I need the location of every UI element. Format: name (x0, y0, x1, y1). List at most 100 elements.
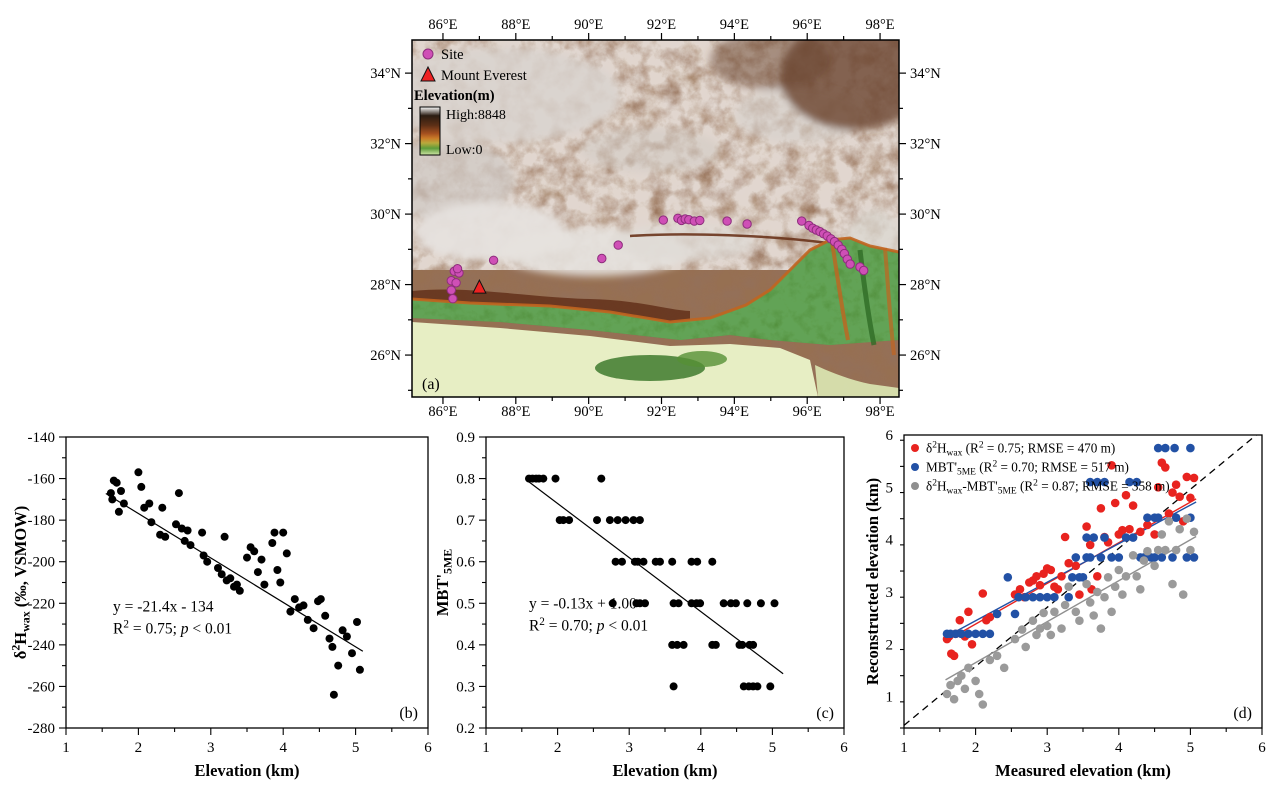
data-point-dD_wax (220, 532, 229, 541)
data-point-combined (1010, 634, 1020, 644)
map-lon-label-bottom: 96°E (793, 404, 822, 420)
legend-marker (911, 444, 919, 452)
data-point-combined (1021, 642, 1030, 652)
y-tick-label: 0.2 (456, 721, 475, 737)
map-site-marker (845, 259, 855, 269)
data-point-d2H_wax (1150, 530, 1159, 539)
map-lon-label-bottom: 90°E (574, 404, 603, 420)
y-axis-title: δ2Hwax (‰, VSMOW) (10, 506, 33, 659)
x-tick-label: 1 (62, 740, 70, 756)
data-point-MBT5ME (674, 599, 683, 608)
data-point-d2H_wax (1057, 572, 1066, 581)
x-tick-label: 6 (424, 740, 432, 756)
legend-site-label: Site (441, 47, 464, 63)
data-point-combined (1168, 579, 1177, 589)
data-point-combined (1107, 607, 1116, 617)
annotation-line: y = -21.4x - 134 (113, 599, 214, 616)
data-point-MBT_5ME (1128, 533, 1138, 542)
panel-label-b: (b) (399, 705, 418, 722)
data-point-d2H_wax (1143, 520, 1152, 530)
data-point-d2H_wax (1153, 483, 1163, 492)
y-tick-label: 0.5 (456, 596, 475, 612)
data-point-dD_wax (316, 595, 325, 604)
data-point-dD_wax (279, 528, 288, 537)
panel-label-c: (c) (816, 705, 834, 722)
data-point-combined (1153, 545, 1163, 555)
data-point-dD_wax (290, 595, 299, 604)
everest-marker (472, 278, 487, 294)
data-point-combined (960, 684, 970, 694)
map-site-marker (859, 265, 869, 276)
map-lat-label-right: 28°N (910, 278, 941, 294)
data-point-MBT5ME (597, 474, 606, 483)
map-legend: Site Mount Everest Elevation(m) High:8848 Lo… (414, 47, 527, 158)
x-tick-label: 4 (1115, 740, 1123, 756)
plot-frame (485, 436, 845, 729)
plot-frame (903, 434, 1263, 729)
data-point-combined (1017, 625, 1027, 634)
x-axis-title: Elevation (km) (613, 761, 718, 780)
data-point-MBT5ME (766, 682, 775, 691)
map-site-marker (451, 278, 461, 288)
x-tick-label: 3 (207, 740, 215, 756)
data-point-combined (1057, 624, 1066, 633)
x-axis-title: Elevation (km) (195, 761, 300, 780)
data-point-combined (1136, 585, 1145, 594)
data-point-MBT_5ME (1114, 553, 1124, 562)
data-point-MBT5ME (719, 599, 728, 608)
data-point-dD_wax (325, 634, 334, 643)
data-point-combined (978, 700, 988, 709)
data-point-combined (942, 689, 952, 699)
data-point-MBT_5ME (1064, 592, 1073, 602)
data-point-combined (1178, 590, 1188, 599)
map-lat-label-left: 30°N (370, 207, 401, 223)
data-point-MBT5ME (770, 599, 779, 608)
y-tick-label: -140 (28, 430, 56, 446)
map-site-marker (597, 253, 607, 264)
data-point-combined (1110, 582, 1120, 591)
data-point-combined (1150, 561, 1159, 571)
data-point-MBT5ME (668, 557, 677, 566)
data-point-MBT5ME (669, 682, 678, 691)
data-point-combined (1064, 582, 1073, 591)
data-point-MBT_5ME (1021, 592, 1030, 602)
data-point-d2H_wax (1125, 524, 1134, 534)
data-point-d2H_wax (1161, 463, 1170, 472)
data-point-MBT5ME (673, 640, 682, 649)
data-point-combined (1028, 616, 1038, 625)
y-tick-label: 0.7 (456, 513, 475, 529)
data-point-dD_wax (117, 487, 125, 495)
data-point-d2H_wax (1046, 565, 1056, 575)
y-tick-label: -260 (28, 679, 56, 695)
legend-elevation-title: Elevation(m) (414, 88, 495, 104)
data-point-MBT_5ME (1093, 477, 1102, 487)
data-point-dD_wax (328, 642, 337, 651)
x-tick-label: 3 (625, 740, 633, 756)
data-point-MBT_5ME (985, 629, 995, 639)
data-point-MBT_5ME (1107, 553, 1116, 562)
map-site-marker (658, 215, 668, 225)
data-point-MBT_5ME (957, 629, 966, 639)
x-tick-label: 5 (769, 740, 777, 756)
x-tick-label: 5 (1187, 740, 1195, 756)
data-point-dD_wax (158, 503, 167, 512)
data-point-MBT5ME (633, 557, 642, 566)
data-point-dD_wax (303, 615, 312, 624)
data-point-MBT5ME (539, 474, 548, 483)
data-point-MBT5ME (711, 640, 720, 649)
data-point-d2H_wax (1032, 572, 1041, 581)
data-point-combined (1085, 598, 1095, 607)
data-point-MBT5ME (656, 557, 664, 566)
data-point-combined (1171, 545, 1181, 555)
legend-item-label: δ2Hwax (R2 = 0.75; RMSE = 470 m) (926, 440, 1115, 458)
data-point-d2H_wax (949, 651, 959, 661)
data-point-MBT_5ME (1082, 533, 1091, 542)
data-point-dD_wax (243, 553, 251, 562)
data-point-MBT_5ME (1171, 513, 1181, 522)
map-site-marker (452, 264, 463, 274)
map-panel: 86°E 86°E 88°E 88°E 90°E 90°E 92°E 92°E 94°E 94°E… (370, 17, 941, 420)
data-point-MBT_5ME (1010, 609, 1020, 619)
data-point-dD_wax (217, 570, 226, 579)
data-point-dD_wax (108, 495, 117, 504)
legend-low-label: Low:0 (446, 143, 483, 158)
